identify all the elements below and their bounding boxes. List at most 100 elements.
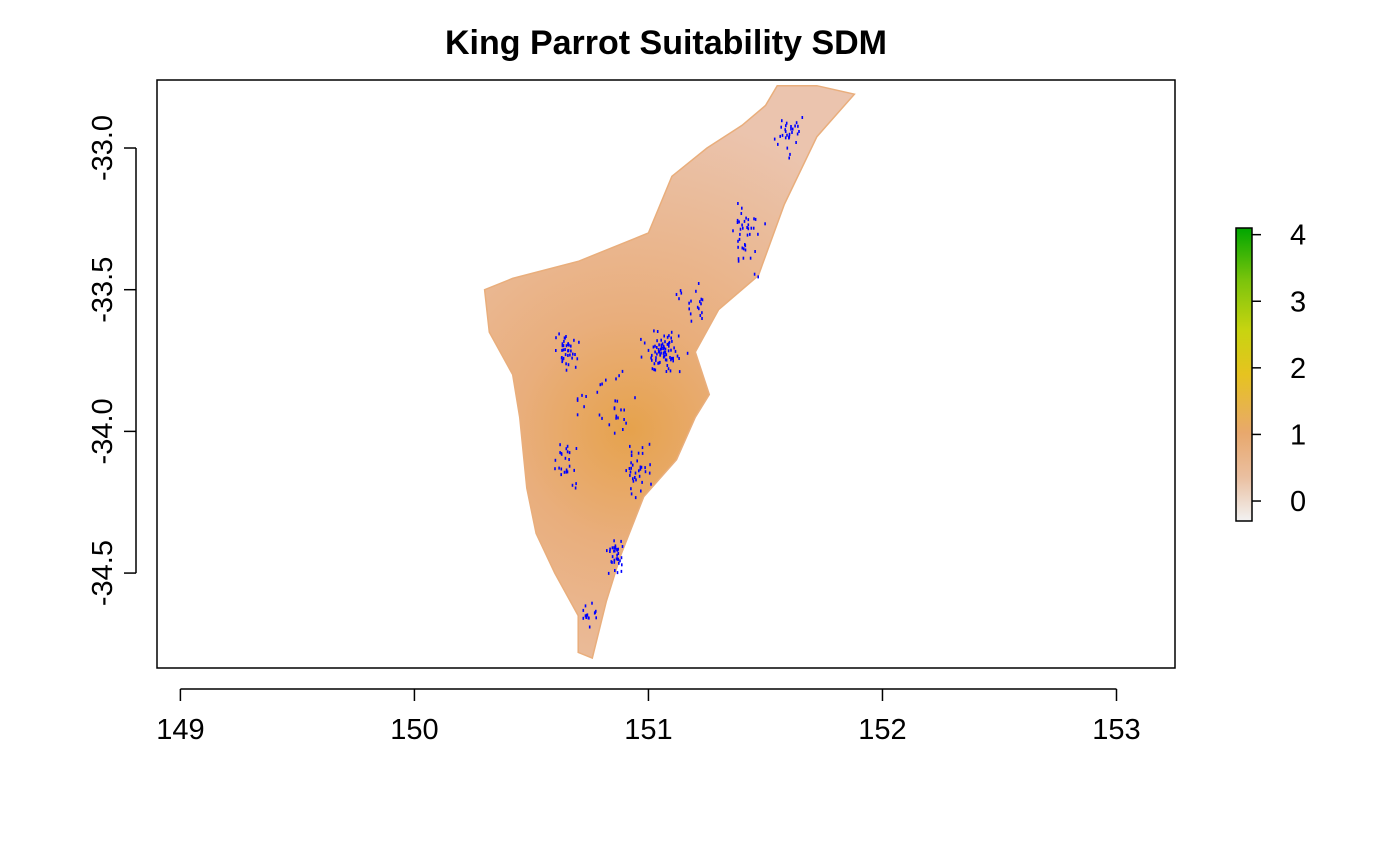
- occurrence-point: [698, 307, 700, 311]
- occurrence-point: [567, 343, 569, 346]
- occurrence-point: [663, 334, 665, 338]
- occurrence-point: [559, 443, 561, 447]
- occurrence-point: [739, 227, 742, 231]
- x-tick-label: 149: [156, 714, 204, 746]
- x-tick-label: 153: [1092, 714, 1140, 746]
- occurrence-point: [794, 124, 796, 128]
- occurrence-point: [654, 368, 657, 372]
- occurrence-point: [742, 247, 745, 251]
- occurrence-point: [660, 351, 662, 355]
- occurrence-point: [572, 352, 574, 356]
- occurrence-point: [618, 561, 620, 565]
- occurrence-point: [656, 330, 659, 333]
- occurrence-point: [640, 489, 642, 493]
- occurrence-point: [576, 397, 579, 401]
- occurrence-point: [658, 361, 660, 365]
- legend-tick-label: 2: [1290, 353, 1306, 385]
- occurrence-point: [650, 482, 652, 486]
- occurrence-point: [614, 569, 616, 572]
- suitability-region: [483, 84, 856, 660]
- occurrence-point: [658, 343, 660, 347]
- occurrence-point: [555, 349, 557, 352]
- occurrence-point: [623, 418, 625, 421]
- occurrence-point: [568, 343, 570, 347]
- occurrence-point: [688, 301, 690, 305]
- occurrence-point: [630, 461, 632, 465]
- occurrence-point: [585, 616, 587, 619]
- occurrence-point: [641, 480, 643, 484]
- occurrence-point: [614, 549, 616, 553]
- color-legend: 0 1 2 3 4: [1235, 220, 1306, 522]
- occurrence-point: [561, 348, 563, 352]
- occurrence-point: [651, 367, 654, 371]
- occurrence-point: [781, 133, 784, 137]
- occurrence-point: [561, 344, 564, 348]
- occurrence-point: [747, 218, 750, 222]
- occurrence-point: [672, 359, 674, 363]
- occurrence-point: [699, 300, 701, 304]
- occurrence-point: [611, 555, 614, 559]
- occurrence-point: [764, 222, 766, 226]
- occurrence-point: [788, 134, 791, 138]
- occurrence-point: [652, 345, 655, 349]
- occurrence-point: [667, 349, 670, 353]
- occurrence-point: [665, 370, 668, 373]
- occurrence-point: [777, 142, 779, 146]
- occurrence-point: [679, 289, 682, 293]
- occurrence-point: [677, 334, 680, 338]
- occurrence-point: [601, 416, 603, 420]
- occurrence-point: [746, 233, 749, 237]
- occurrence-point: [584, 604, 587, 608]
- y-tick-label: -34.5: [87, 540, 119, 606]
- occurrence-point: [616, 571, 619, 575]
- occurrence-point: [757, 232, 759, 236]
- occurrence-point: [581, 393, 583, 397]
- occurrence-point: [732, 229, 734, 233]
- occurrence-point: [789, 152, 791, 156]
- occurrence-point: [616, 548, 619, 552]
- y-tick-label: -34.0: [87, 398, 119, 464]
- occurrence-point: [614, 399, 616, 403]
- occurrence-point: [673, 346, 675, 350]
- occurrence-point: [785, 121, 788, 125]
- occurrence-point: [657, 348, 660, 352]
- occurrence-point: [754, 250, 756, 253]
- occurrence-point: [655, 356, 657, 360]
- occurrence-point: [620, 556, 623, 560]
- occurrence-point: [670, 348, 672, 352]
- occurrence-point: [637, 451, 640, 455]
- occurrence-point: [670, 356, 673, 360]
- occurrence-point: [618, 374, 620, 378]
- occurrence-point: [630, 454, 633, 457]
- occurrence-point: [737, 245, 739, 249]
- occurrence-point: [638, 474, 641, 478]
- occurrence-point: [654, 344, 656, 348]
- occurrence-point: [562, 344, 565, 348]
- occurrence-point: [568, 458, 570, 461]
- occurrence-point: [656, 339, 658, 343]
- occurrence-point: [573, 468, 575, 472]
- occurrence-point: [621, 545, 624, 548]
- occurrence-points: [554, 116, 804, 629]
- occurrence-point: [613, 558, 616, 562]
- occurrence-point: [614, 546, 617, 550]
- occurrence-point: [650, 356, 652, 360]
- occurrence-point: [598, 413, 601, 417]
- occurrence-point: [594, 610, 596, 614]
- occurrence-point: [747, 227, 750, 231]
- occurrence-point: [567, 349, 570, 353]
- occurrence-point: [562, 356, 565, 360]
- occurrence-point: [573, 338, 575, 342]
- occurrence-point: [689, 312, 692, 316]
- occurrence-point: [670, 330, 673, 334]
- occurrence-point: [676, 354, 679, 358]
- occurrence-point: [664, 351, 667, 354]
- occurrence-point: [750, 226, 753, 230]
- occurrence-point: [634, 396, 636, 400]
- plot-frame: [156, 79, 1176, 669]
- occurrence-point: [644, 466, 646, 470]
- occurrence-point: [585, 395, 587, 398]
- occurrence-point: [615, 414, 618, 418]
- occurrence-point: [565, 470, 568, 474]
